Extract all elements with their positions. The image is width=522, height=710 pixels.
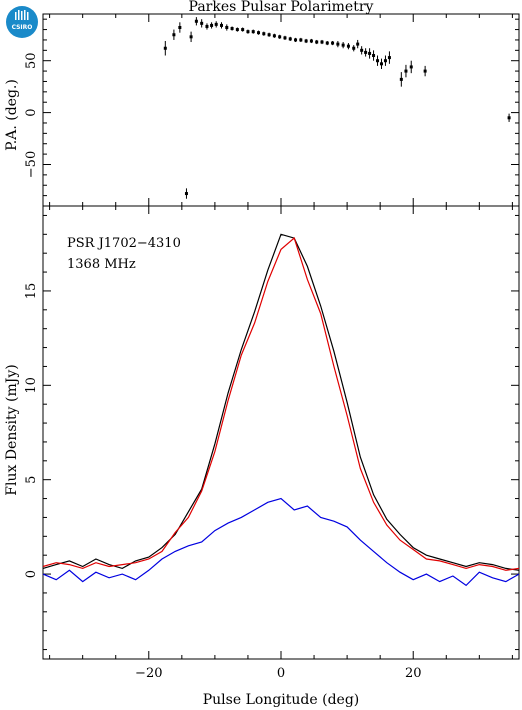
pa-point (409, 65, 413, 69)
pa-point (178, 25, 182, 29)
flux-ylabel: Flux Density (mJy) (4, 364, 20, 495)
pa-point (299, 38, 303, 42)
pa-point (267, 33, 271, 37)
pa-point (205, 24, 209, 28)
chart-title: Parkes Pulsar Polarimetry (189, 0, 374, 15)
pa-point (200, 21, 204, 25)
pa-point (372, 54, 376, 58)
pa-point (220, 23, 223, 27)
total-intensity-line (42, 233, 520, 571)
pa-point (246, 30, 250, 34)
pa-point (172, 33, 176, 37)
pa-point (423, 69, 427, 73)
pa-point (225, 25, 229, 29)
pa-point (309, 39, 313, 43)
pa-point (325, 41, 329, 45)
pa-point (387, 56, 391, 60)
pa-point (336, 42, 340, 46)
pa-point (272, 34, 276, 38)
flux-ytick-label: 10 (24, 377, 39, 394)
pa-point (163, 46, 167, 50)
flux-ytick-label: 5 (24, 476, 39, 484)
pa-point (379, 62, 383, 66)
csiro-logo-badge (6, 6, 38, 38)
pa-point (294, 38, 298, 42)
pa-point (210, 23, 214, 27)
flux-series (42, 233, 520, 587)
pa-point (346, 44, 350, 48)
pa-point (230, 27, 234, 31)
pa-point (251, 30, 255, 34)
pa-point (368, 51, 372, 55)
pa-point (315, 40, 319, 44)
pa-point (360, 48, 364, 52)
pa-points (163, 17, 511, 199)
flux-xtick-label: 0 (277, 666, 285, 681)
csiro-logo-bars (15, 10, 29, 20)
flux-xtick-label: −20 (135, 666, 162, 681)
flux-profile-panel: 0 5 10 15 −20 0 20 PSR J1702−4310 1368 MHz Flu… (4, 205, 520, 708)
pa-point (376, 59, 380, 63)
pa-point (278, 35, 282, 39)
pa-plot-frame (42, 13, 520, 207)
pa-point (262, 32, 266, 36)
pa-point (331, 41, 335, 45)
csiro-logo-text: CSIRO (12, 24, 33, 31)
pa-point (189, 35, 193, 39)
flux-xlabel: Pulse Longitude (deg) (203, 692, 360, 708)
pa-point (404, 69, 408, 73)
pa-point (184, 192, 188, 196)
pa-ytick-label: 50 (24, 52, 39, 69)
pa-point (320, 40, 324, 44)
flux-plot-frame (42, 205, 520, 660)
pa-point (304, 39, 308, 43)
pa-point (507, 116, 511, 120)
csiro-logo: CSIRO (6, 6, 38, 38)
flux-ytick-label: 0 (24, 570, 39, 578)
flux-ytick-label: 15 (24, 283, 39, 300)
pa-point (364, 50, 368, 54)
pulsar-name-annotation: PSR J1702−4310 (67, 236, 181, 251)
pa-point (257, 31, 261, 35)
pa-point (383, 59, 387, 63)
flux-xtick-label: 20 (405, 666, 422, 681)
flux-ticks: 0 5 10 15 −20 0 20 (24, 206, 519, 681)
pa-point (352, 46, 356, 50)
pa-point (356, 42, 360, 46)
pa-ytick-label: 0 (24, 108, 39, 116)
circular-polarization-line (42, 497, 520, 587)
pa-ticks: −50 0 50 (24, 14, 519, 206)
pa-point (288, 37, 292, 41)
pa-point (214, 22, 218, 26)
pa-point (399, 77, 403, 81)
pa-ylabel: P.A. (deg.) (4, 79, 20, 151)
linear-polarization-line (42, 237, 520, 571)
position-angle-panel: −50 0 50 P.A. (deg.) (4, 13, 520, 207)
pa-point (235, 28, 239, 32)
frequency-annotation: 1368 MHz (67, 257, 136, 272)
pa-point (283, 36, 287, 40)
pa-point (194, 19, 198, 23)
pa-ytick-label: −50 (24, 151, 39, 178)
pa-point (241, 28, 245, 32)
pa-point (341, 43, 345, 47)
